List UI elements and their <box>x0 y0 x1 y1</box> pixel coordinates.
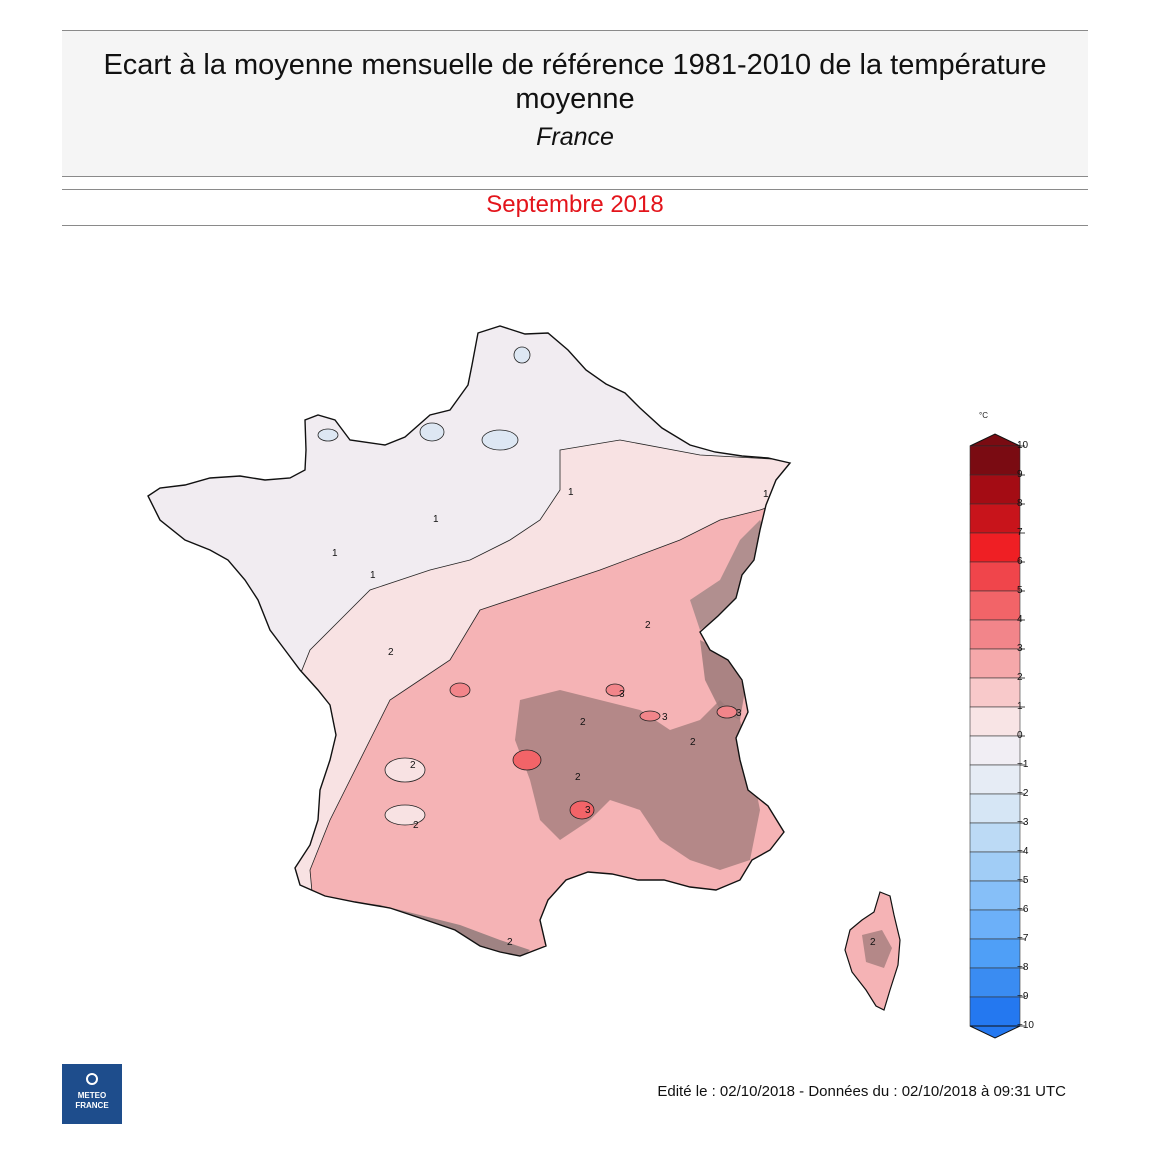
colorbar-tick-label: −1 <box>1017 759 1029 770</box>
colorbar-tick-label: −6 <box>1017 904 1029 915</box>
colorbar-segment <box>969 648 1021 679</box>
colorbar-segment <box>969 822 1021 853</box>
colorbar-segment <box>969 735 1021 766</box>
map-subtitle: France <box>536 123 614 151</box>
colorbar-segment <box>969 967 1021 998</box>
divider-top <box>62 189 1088 190</box>
colorbar-segment <box>969 706 1021 737</box>
colorbar-segment <box>969 677 1021 708</box>
logo-icon <box>86 1073 98 1085</box>
colorbar-unit: °C <box>979 411 988 420</box>
contour-label: 2 <box>388 647 394 658</box>
contour-label: 1 <box>568 487 574 498</box>
colorbar-tick-label: −4 <box>1017 846 1029 857</box>
colorbar-tick-label: 10 <box>1017 440 1029 451</box>
colorbar-tick-label: 4 <box>1017 614 1023 625</box>
contour-label: 2 <box>690 737 696 748</box>
colorbar-max-arrow <box>969 433 1021 447</box>
colorbar-tick-label: 0 <box>1017 730 1023 741</box>
colorbar-tick-label: 3 <box>1017 643 1023 654</box>
colorbar-tick-label: −10 <box>1017 1020 1034 1031</box>
colorbar-tick-label: 9 <box>1017 469 1023 480</box>
colorbar-tick-label: −5 <box>1017 875 1029 886</box>
colorbar-segment <box>969 793 1021 824</box>
contour-label: 1 <box>332 548 338 559</box>
colorbar-tick-label: −8 <box>1017 962 1029 973</box>
colorbar-tick-label: −2 <box>1017 788 1029 799</box>
contour-label: 3 <box>619 689 625 700</box>
contour-label: 2 <box>870 937 876 948</box>
colorbar <box>969 433 1025 1039</box>
contour-label: 3 <box>585 805 591 816</box>
contour-label: 3 <box>662 712 668 723</box>
colorbar-segment <box>969 938 1021 969</box>
colorbar-segment <box>969 561 1021 592</box>
edition-footer: Edité le : 02/10/2018 - Données du : 02/… <box>657 1083 1066 1100</box>
colorbar-segment <box>969 532 1021 563</box>
colorbar-tick-label: 6 <box>1017 556 1023 567</box>
colorbar-segment <box>969 851 1021 882</box>
logo-text: METEO FRANCE <box>75 1091 109 1110</box>
colorbar-tick-label: −3 <box>1017 817 1029 828</box>
contour-label: 1 <box>433 514 439 525</box>
contour-label: 2 <box>580 717 586 728</box>
contour-label: 2 <box>413 820 419 831</box>
colorbar-segment <box>969 590 1021 621</box>
colorbar-min-arrow <box>969 1025 1021 1039</box>
contour-label: 1 <box>763 489 769 500</box>
colorbar-tick-label: −7 <box>1017 933 1029 944</box>
colorbar-tick-label: −9 <box>1017 991 1029 1002</box>
colorbar-segment <box>969 764 1021 795</box>
contour-label: 2 <box>410 760 416 771</box>
divider-bottom <box>62 225 1088 226</box>
colorbar-tick-label: 1 <box>1017 701 1023 712</box>
colorbar-segment <box>969 474 1021 505</box>
period-label: Septembre 2018 <box>486 191 664 218</box>
header-panel: Ecart à la moyenne mensuelle de référenc… <box>62 30 1088 177</box>
contour-label: 1 <box>370 570 376 581</box>
colorbar-tick-label: 8 <box>1017 498 1023 509</box>
colorbar-tick-label: 5 <box>1017 585 1023 596</box>
colorbar-tick-label: 7 <box>1017 527 1023 538</box>
contour-label: 2 <box>575 772 581 783</box>
contour-label: 3 <box>736 708 742 719</box>
contour-label: 2 <box>507 937 513 948</box>
colorbar-segment <box>969 445 1021 476</box>
meteo-france-logo: METEO FRANCE <box>62 1064 122 1124</box>
colorbar-segment <box>969 996 1021 1027</box>
colorbar-tick-label: 2 <box>1017 672 1023 683</box>
colorbar-segment <box>969 619 1021 650</box>
map-title: Ecart à la moyenne mensuelle de référenc… <box>103 49 1047 115</box>
contour-label: 2 <box>645 620 651 631</box>
colorbar-segment <box>969 503 1021 534</box>
colorbar-segment <box>969 909 1021 940</box>
colorbar-segment <box>969 880 1021 911</box>
